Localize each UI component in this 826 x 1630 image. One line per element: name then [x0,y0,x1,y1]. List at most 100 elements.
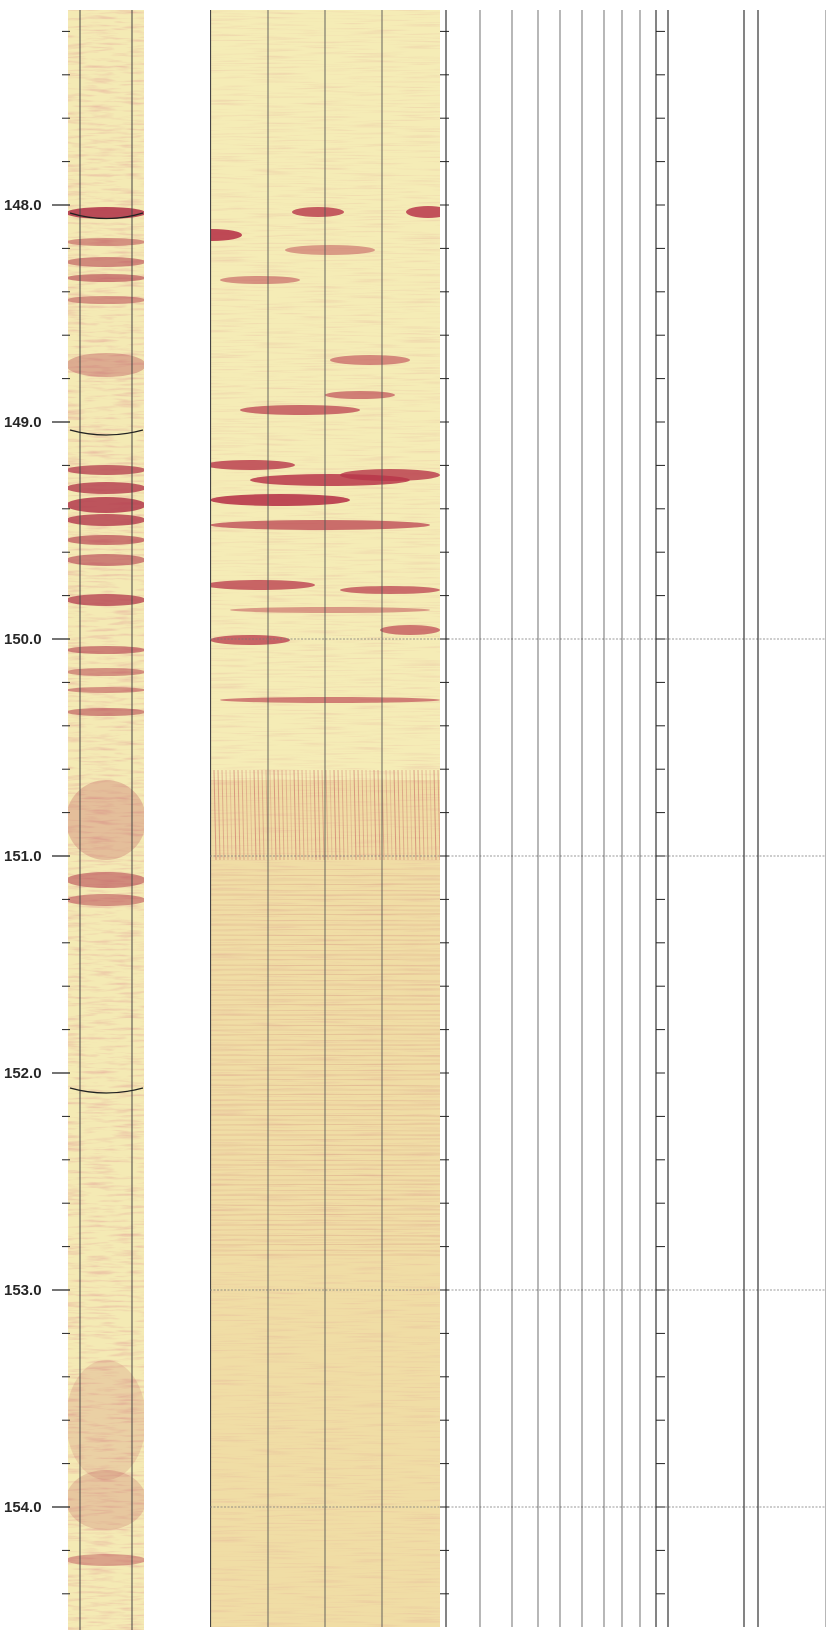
borehole-dark-band [380,625,440,635]
borehole-streak [269,769,273,861]
core-dark-band [68,708,144,716]
core-dark-band [68,482,144,494]
core-dark-band [68,257,144,267]
depth-label: 153.0 [4,1282,42,1299]
borehole-dark-band [230,607,430,613]
core-dark-band [68,535,144,545]
core-dark-band [68,1360,144,1480]
borehole-streak [253,769,257,861]
borehole-streak [401,769,405,861]
borehole-streak [337,769,341,861]
borehole-dark-band [325,391,395,399]
core-boundary-curve-152 [69,1087,144,1094]
borehole-streak [309,769,313,861]
borehole-streak [333,769,337,861]
depth-label: 152.0 [4,1065,42,1082]
borehole-streak [341,769,345,861]
borehole-streak [273,769,277,861]
borehole-streak [397,769,401,861]
borehole-streak [213,769,217,861]
borehole-streak [225,769,229,861]
borehole-streak [233,769,237,861]
borehole-image-bands [210,206,440,861]
borehole-streak [277,769,281,861]
borehole-streak [325,769,329,861]
borehole-dark-band [220,697,440,703]
borehole-image-track [210,10,440,1627]
borehole-streak [405,769,409,861]
depth-label: 149.0 [4,414,42,431]
borehole-streak [249,769,253,861]
core-dark-band [68,1470,144,1530]
borehole-dark-band [340,469,440,481]
borehole-dark-band [340,586,440,594]
borehole-streak [285,769,289,861]
core-dark-band [68,207,144,219]
core-dark-band [68,872,144,888]
borehole-streak [385,769,389,861]
borehole-streak [365,769,369,861]
borehole-streak [313,769,317,861]
borehole-streak [237,769,241,861]
depth-label: 148.0 [4,197,42,214]
borehole-streak [425,769,429,861]
borehole-streak [437,769,440,861]
core-boundary-curve-148 [69,212,144,220]
borehole-streak [289,769,293,861]
borehole-streak [429,769,433,861]
borehole-streak [345,769,349,861]
core-boundary-curve-149 [69,429,144,436]
core-dark-band [68,646,144,654]
borehole-streak [281,769,285,861]
borehole-dark-band [220,276,300,284]
borehole-streak [433,769,437,861]
borehole-dark-band [285,245,375,255]
log-grid [62,10,826,1627]
borehole-streak [357,769,361,861]
borehole-streak [297,769,301,861]
borehole-streak [305,769,309,861]
borehole-streak [245,769,249,861]
borehole-streak [329,769,333,861]
borehole-dark-band [210,460,295,470]
core-dark-band [68,497,144,513]
core-dark-band [68,687,144,693]
borehole-streak [373,769,377,861]
borehole-streak [241,769,245,861]
depth-label: 151.0 [4,848,42,865]
borehole-streak [409,769,413,861]
borehole-streak [257,769,261,861]
borehole-dark-band [210,635,290,645]
depth-axis: 148.0 149.0 150.0 151.0 152.0 153.0 154.0 [4,197,70,1516]
depth-label: 154.0 [4,1499,42,1516]
core-dark-band [68,594,144,606]
borehole-dark-band [210,520,430,530]
borehole-streak [301,769,305,861]
borehole-streak [413,769,417,861]
borehole-streak [421,769,425,861]
core-dark-band [68,465,144,475]
depth-label: 150.0 [4,631,42,648]
borehole-streak [393,769,397,861]
borehole-streak [353,769,357,861]
core-dark-band [68,554,144,566]
borehole-dark-band [210,229,242,241]
borehole-streak [261,769,265,861]
borehole-streak [361,769,365,861]
borehole-streak [377,769,381,861]
core-dark-band [68,238,144,246]
borehole-streak [349,769,353,861]
borehole-streak [389,769,393,861]
borehole-dark-band [240,405,360,415]
borehole-dark-band [292,207,344,217]
core-dark-band [68,894,144,906]
core-dark-band [68,296,144,304]
core-dark-band [68,668,144,676]
core-image-bands [68,207,144,1566]
core-dark-band [68,353,144,377]
borehole-streak [317,769,321,861]
borehole-dark-band [330,355,410,365]
borehole-dark-band [210,494,350,506]
borehole-streak [369,769,373,861]
